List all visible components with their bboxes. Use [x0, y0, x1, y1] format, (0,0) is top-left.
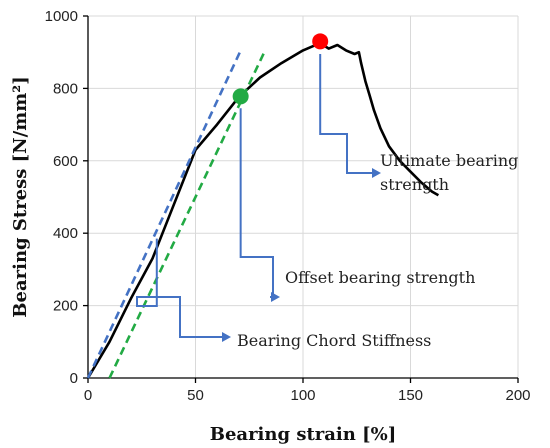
y-tick-label: 1000: [45, 8, 78, 25]
stress-strain-curve: [86, 41, 440, 379]
y-tick-label: 200: [53, 298, 78, 315]
callout-chord-arrowhead: [222, 332, 231, 342]
y-tick-labels: 0 200 400 600 800 1000: [45, 8, 78, 387]
x-tick-label: 50: [187, 387, 204, 404]
x-tick-label: 200: [505, 387, 530, 404]
chart-axes: [83, 15, 519, 383]
y-tick-label: 0: [70, 370, 78, 387]
callout-offset-arrowhead: [271, 292, 280, 302]
callout-ultimate-arrowhead: [372, 168, 381, 178]
callout-arrows: [136, 54, 381, 342]
offset-strength-point: [232, 88, 249, 105]
y-axis-title: Bearing Stress [N/mm²]: [10, 76, 31, 317]
grid-lines: [88, 15, 519, 378]
annotation-ultimate-line2: strength: [380, 175, 449, 194]
annotation-offset: Offset bearing strength: [285, 268, 475, 287]
callout-offset: [239, 108, 274, 298]
highlight-points: [232, 33, 329, 105]
chord-stiffness-line: [86, 49, 242, 379]
y-tick-label: 600: [53, 153, 78, 170]
x-tick-label: 0: [84, 387, 92, 404]
x-axis-title: Bearing strain [%]: [210, 424, 397, 445]
annotation-ultimate-line1: Ultimate bearing: [380, 151, 518, 170]
series-lines: [86, 41, 440, 379]
annotation-chord-stiffness: Bearing Chord Stiffness: [237, 331, 431, 350]
offset-line: [108, 51, 266, 379]
x-tick-label: 150: [398, 387, 423, 404]
callout-chord-stiffness: [136, 238, 224, 338]
x-tick-label: 100: [290, 387, 315, 404]
ultimate-strength-point: [312, 33, 329, 50]
x-tick-labels: 0 50 100 150 200: [84, 387, 531, 404]
y-tick-label: 400: [53, 225, 78, 242]
y-tick-label: 800: [53, 80, 78, 97]
callout-ultimate: [319, 54, 374, 174]
